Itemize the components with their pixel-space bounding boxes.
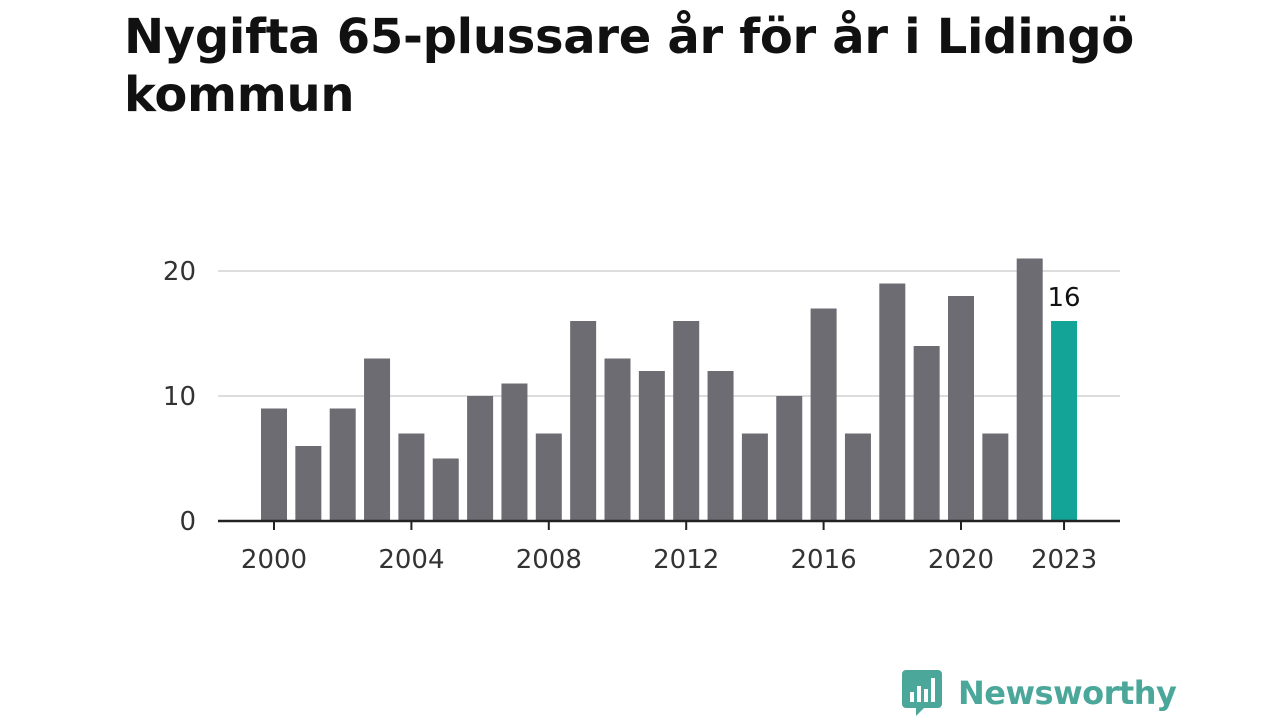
bar-2017 [844, 433, 871, 521]
bar-2010 [604, 358, 631, 521]
bar-2019 [913, 346, 940, 521]
axes [218, 519, 1120, 530]
bar-2013 [707, 371, 734, 521]
bar-2008 [535, 433, 562, 521]
chart-title: Nygifta 65-plussare år för år i Lidingö … [124, 9, 1134, 123]
y-tick-label-0: 0 [179, 507, 196, 537]
x-tick-label-2004: 2004 [378, 545, 444, 575]
bar-series [261, 258, 1078, 521]
x-tick-label-2020: 2020 [928, 545, 994, 575]
bar-2018 [879, 283, 906, 521]
bar-2016 [810, 308, 837, 521]
brand-name: Newsworthy [958, 674, 1177, 712]
bar-2011 [638, 371, 665, 521]
brand-logo-group: Newsworthy [902, 670, 1177, 716]
bar-2005 [432, 458, 459, 521]
bar-2020 [948, 296, 974, 521]
bar-chart-speech-bubble-icon [902, 670, 942, 716]
bar-2006 [467, 396, 494, 521]
x-tick-label-2008: 2008 [516, 545, 582, 575]
bar-2009 [570, 321, 597, 521]
bar-2015 [776, 396, 803, 521]
x-tick-label-2023: 2023 [1031, 545, 1097, 575]
x-tick-label-2012: 2012 [653, 545, 719, 575]
bar-2021 [982, 433, 1009, 521]
bar-2001 [295, 446, 322, 521]
bar-2022 [1016, 258, 1043, 521]
bar-2002 [329, 408, 356, 521]
bar-2003 [364, 358, 391, 521]
bar-2004 [398, 433, 425, 521]
y-tick-label-10: 10 [163, 382, 196, 412]
bar-2014 [741, 433, 768, 521]
x-tick-label-2000: 2000 [241, 545, 307, 575]
bar-2023 [1051, 321, 1078, 521]
grid-lines [218, 270, 1120, 397]
bar-2007 [501, 383, 528, 521]
y-tick-label-20: 20 [163, 257, 196, 287]
x-tick-label-2016: 2016 [791, 545, 857, 575]
bar-2012 [673, 321, 700, 521]
bar-2000 [261, 408, 287, 521]
value-label-2023: 16 [1048, 283, 1081, 313]
